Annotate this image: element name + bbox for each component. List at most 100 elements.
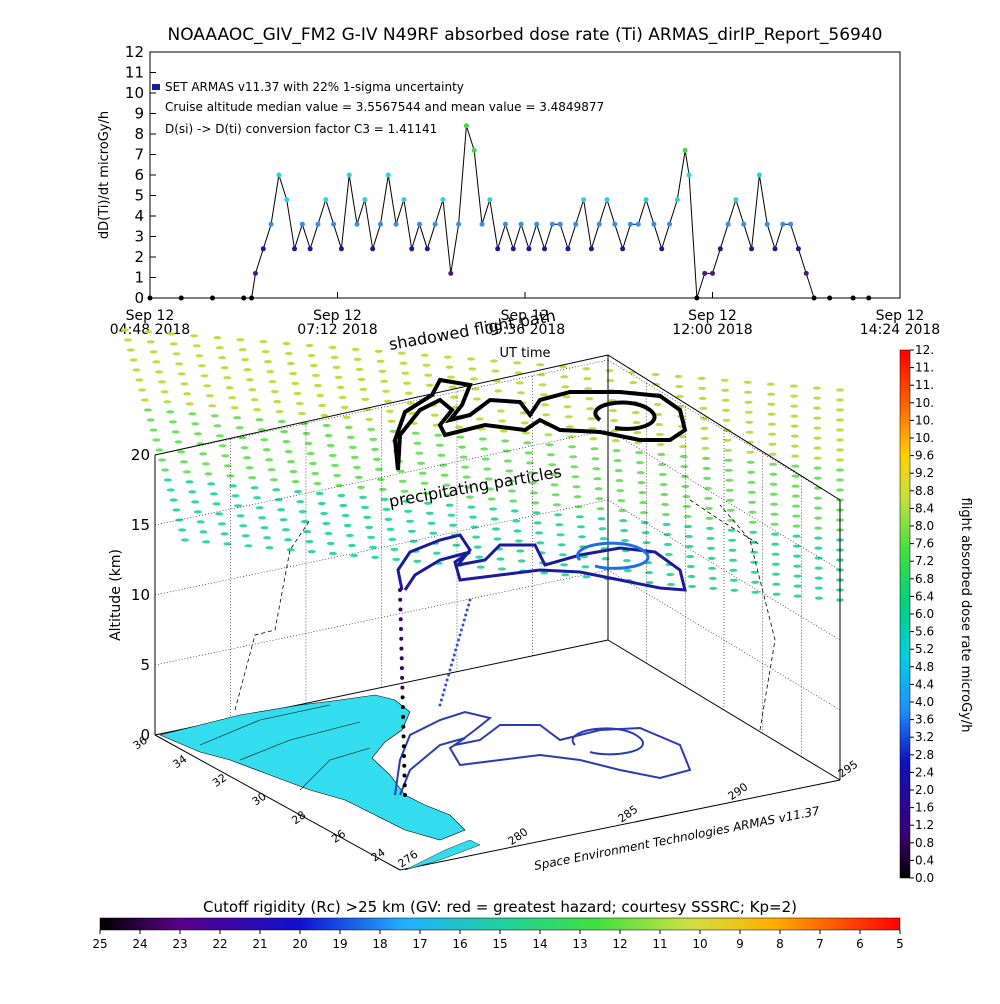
particle-mark xyxy=(359,495,367,499)
particle-mark xyxy=(599,537,608,541)
climb-dot xyxy=(398,617,403,622)
particle-mark xyxy=(589,437,598,441)
particle-mark xyxy=(709,586,718,591)
climb-dot xyxy=(402,754,406,758)
particle-mark xyxy=(550,483,559,487)
rigidity-colorbar-tick-label: 15 xyxy=(492,937,507,951)
particle-mark xyxy=(434,433,443,437)
particle-mark xyxy=(188,490,197,494)
dose-colorbar-tick-label: 0.4 xyxy=(915,853,934,867)
particle-mark xyxy=(406,519,414,523)
particle-mark xyxy=(406,401,415,405)
particle-mark xyxy=(354,475,363,479)
x-tick-label-date: Sep 12 xyxy=(313,308,362,324)
particle-mark xyxy=(324,531,333,536)
particle-mark xyxy=(531,501,540,505)
particle-mark xyxy=(248,476,257,480)
particle-mark xyxy=(587,417,596,421)
particle-mark xyxy=(378,369,387,373)
particle-mark xyxy=(180,382,189,386)
particle-mark xyxy=(386,527,395,532)
particle-mark xyxy=(576,525,585,529)
particle-mark xyxy=(467,505,476,509)
particle-mark xyxy=(707,556,716,561)
particle-mark xyxy=(212,502,221,506)
particle-mark xyxy=(475,417,484,421)
particle-mark xyxy=(494,389,503,393)
particle-mark xyxy=(790,414,799,418)
particle-mark xyxy=(376,477,385,481)
particle-mark xyxy=(262,448,271,452)
y-tick-label: 0 xyxy=(134,289,144,307)
particle-mark xyxy=(512,519,521,523)
particle-mark xyxy=(813,466,822,470)
particle-mark xyxy=(707,546,715,551)
particle-mark xyxy=(645,581,654,585)
particle-mark xyxy=(439,463,448,467)
particle-mark xyxy=(791,484,800,488)
particle-mark xyxy=(350,455,359,459)
y-tick-label: 3 xyxy=(134,228,144,246)
particle-mark xyxy=(683,514,692,519)
particle-mark xyxy=(610,419,618,423)
particle-mark xyxy=(205,394,214,398)
particle-mark xyxy=(503,459,512,463)
particle-mark xyxy=(564,415,573,419)
particle-mark xyxy=(658,472,667,477)
descent-dot xyxy=(467,603,471,607)
particle-mark xyxy=(420,481,429,485)
dose-colorbar-tick-label: 7.2 xyxy=(915,554,934,568)
particle-mark xyxy=(215,512,224,516)
particle-mark xyxy=(389,429,398,433)
dose-colorbar-tick-label: 10. xyxy=(915,431,934,445)
dose-rate-point xyxy=(803,270,809,276)
particle-mark xyxy=(218,356,227,360)
particle-mark xyxy=(791,454,800,458)
particle-mark xyxy=(371,447,379,451)
dose-rate-point xyxy=(581,197,587,203)
dose-rate-point xyxy=(463,123,469,129)
dose-rate-point xyxy=(448,270,454,276)
rigidity-colorbar-label: Cutoff rigidity (Rc) >25 km (GV: red = g… xyxy=(203,898,797,916)
particle-mark xyxy=(398,479,407,483)
particle-mark xyxy=(255,418,264,422)
rigidity-colorbar-tick-label: 20 xyxy=(292,937,307,951)
particle-mark xyxy=(680,464,689,469)
particle-mark xyxy=(341,513,350,518)
dose-colorbar-tick-label: 8.4 xyxy=(915,501,934,515)
particle-mark xyxy=(729,578,738,582)
particle-mark xyxy=(769,462,777,466)
particle-mark xyxy=(659,482,668,487)
particle-mark xyxy=(243,456,252,460)
particle-mark xyxy=(505,469,514,473)
particle-mark xyxy=(218,444,227,448)
particle-mark xyxy=(792,514,801,518)
descent-dot xyxy=(448,668,452,672)
particle-mark xyxy=(574,505,583,509)
descent-dot xyxy=(461,623,465,627)
particle-mark xyxy=(429,531,438,535)
particle-mark xyxy=(462,475,471,479)
dose-colorbar-tick-label: 8.8 xyxy=(915,484,934,498)
particle-mark xyxy=(792,504,801,508)
particle-mark xyxy=(352,465,361,469)
particle-mark xyxy=(681,474,689,479)
particle-mark xyxy=(293,490,302,494)
particle-mark xyxy=(813,436,822,440)
chart-title: NOAAAOC_GIV_FM2 G-IV N49RF absorbed dose… xyxy=(168,25,883,45)
particle-mark xyxy=(513,361,522,365)
particle-mark xyxy=(284,351,293,356)
particle-mark xyxy=(383,399,392,403)
particle-mark xyxy=(790,434,799,438)
dose-colorbar-tick-label: 0.0 xyxy=(915,871,934,885)
dose-rate-point xyxy=(276,172,282,178)
particle-mark xyxy=(514,539,523,543)
particle-mark xyxy=(284,450,293,454)
latitude-tick-label: 28 xyxy=(289,808,308,827)
particle-mark xyxy=(259,340,268,344)
particle-mark xyxy=(722,408,731,412)
dose-rate-point xyxy=(756,172,762,178)
particle-mark xyxy=(355,367,364,371)
particle-mark xyxy=(233,416,242,420)
